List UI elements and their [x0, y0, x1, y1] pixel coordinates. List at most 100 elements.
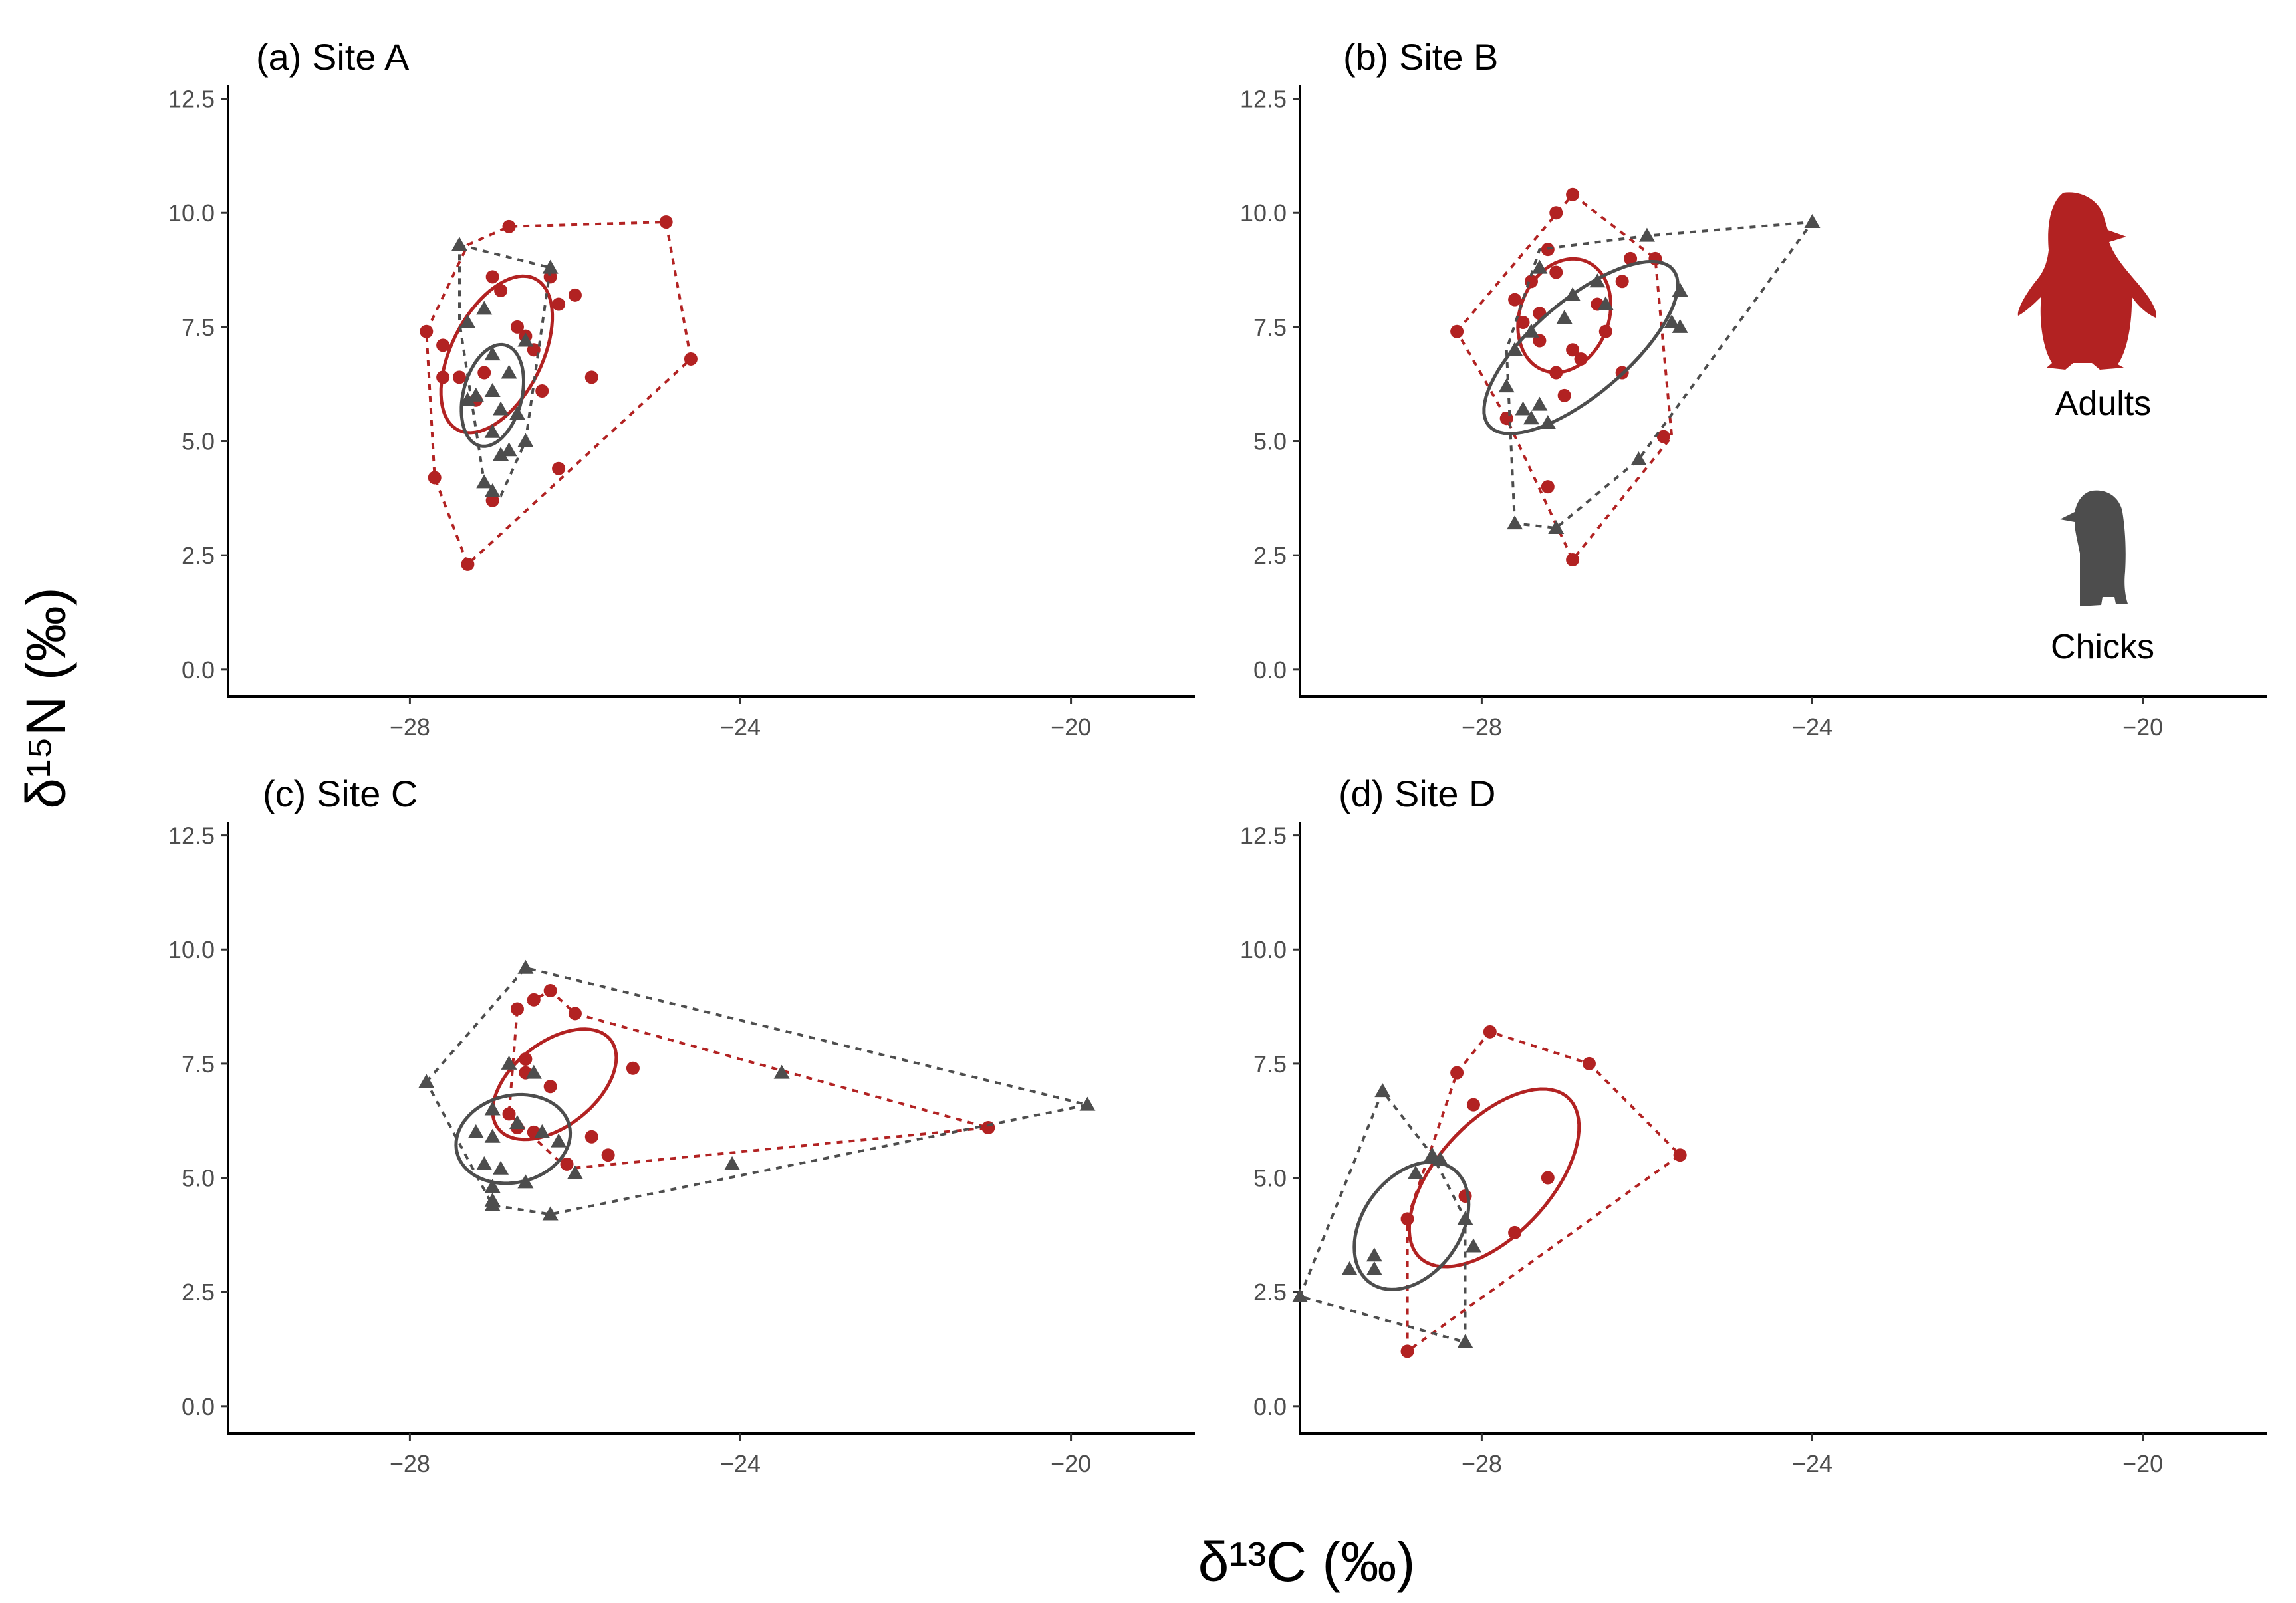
data-point-chicks [551, 1133, 567, 1148]
data-point-adults [477, 366, 491, 380]
data-point-chicks [517, 1174, 534, 1189]
standard-ellipse-chicks [454, 1092, 573, 1185]
data-point-chicks [1589, 273, 1606, 288]
data-point-chicks [1556, 310, 1573, 324]
data-point-adults [560, 1157, 574, 1171]
data-point-chicks [451, 237, 467, 251]
data-point-adults [981, 1121, 995, 1134]
y-tick-label: 0.0 [182, 1393, 215, 1420]
y-tick-label: 5.0 [182, 428, 215, 455]
data-point-chicks [476, 474, 493, 489]
standard-ellipse-adults [1407, 1087, 1581, 1269]
data-point-chicks [476, 1156, 493, 1170]
data-point-chicks [501, 442, 517, 457]
y-tick-label: 12.5 [168, 86, 215, 113]
data-point-adults [1673, 1148, 1687, 1162]
data-point-adults [1541, 480, 1555, 494]
data-point-adults [502, 219, 516, 233]
data-point-chicks [1366, 1247, 1382, 1262]
data-point-adults [1598, 324, 1612, 338]
data-point-adults [543, 984, 557, 998]
data-point-adults [1549, 206, 1563, 220]
data-point-chicks [567, 1165, 583, 1179]
data-point-chicks [1366, 1261, 1382, 1275]
data-point-chicks [1292, 1289, 1308, 1303]
data-point-adults [452, 370, 466, 384]
data-point-adults [1450, 1066, 1464, 1080]
data-point-chicks [501, 364, 517, 379]
data-point-adults [535, 384, 549, 398]
data-point-chicks [493, 447, 509, 461]
data-point-adults [552, 297, 566, 311]
panel-title-d: (d) Site D [1339, 773, 1496, 814]
x-tick-label: −28 [1462, 713, 1502, 741]
data-point-chicks [1630, 451, 1647, 465]
data-point-chicks [525, 1064, 542, 1079]
data-point-adults [502, 1107, 516, 1121]
data-point-adults [1656, 430, 1670, 443]
x-axis-title: δ¹³C (‰) [1198, 1531, 1416, 1593]
data-point-chicks [484, 346, 501, 361]
data-point-chicks [484, 1197, 501, 1211]
data-point-chicks [1672, 318, 1688, 333]
x-tick-label: −28 [390, 713, 430, 741]
data-point-chicks [1507, 342, 1523, 356]
data-point-chicks [1457, 1334, 1473, 1348]
x-tick-label: −28 [1462, 1450, 1502, 1477]
y-tick-label: 12.5 [1240, 86, 1287, 113]
data-point-adults [1450, 324, 1464, 338]
data-point-chicks [467, 1124, 484, 1138]
data-point-adults [1557, 388, 1571, 402]
data-point-chicks [418, 1074, 435, 1088]
data-point-chicks [542, 1206, 559, 1221]
data-point-chicks [509, 406, 525, 420]
x-tick-label: −20 [1051, 1450, 1091, 1477]
y-tick-label: 10.0 [168, 936, 215, 963]
data-point-chicks [476, 301, 493, 315]
data-point-chicks [459, 314, 476, 329]
data-point-chicks [459, 392, 476, 406]
y-tick-label: 7.5 [182, 1050, 215, 1078]
data-point-chicks [1672, 282, 1688, 297]
y-tick-label: 10.0 [168, 199, 215, 227]
data-point-adults [601, 1148, 615, 1162]
data-point-adults [436, 370, 450, 384]
data-point-chicks [1457, 1211, 1473, 1225]
data-point-adults [510, 320, 524, 334]
data-point-chicks [542, 259, 559, 274]
data-point-adults [626, 1061, 640, 1075]
x-tick-label: −28 [390, 1450, 430, 1477]
data-point-chicks [501, 1055, 517, 1070]
data-point-chicks [484, 1101, 501, 1116]
data-point-adults [1466, 1098, 1480, 1112]
data-point-adults [1516, 316, 1530, 330]
data-point-adults [494, 283, 508, 297]
data-point-chicks [484, 1128, 501, 1143]
data-point-adults [1541, 1171, 1555, 1185]
data-point-chicks [517, 433, 534, 447]
data-point-chicks [1407, 1165, 1424, 1179]
data-point-chicks [1465, 1238, 1481, 1253]
data-point-adults [1566, 553, 1580, 567]
data-point-chicks [493, 1160, 509, 1175]
data-point-chicks [517, 959, 534, 974]
data-point-adults [543, 1080, 557, 1094]
data-point-adults [1508, 293, 1522, 307]
y-tick-label: 2.5 [182, 1279, 215, 1306]
x-tick-label: −24 [1792, 1450, 1833, 1477]
data-point-adults [1508, 1225, 1522, 1239]
standard-ellipse-chicks [1482, 259, 1680, 435]
data-point-chicks [1341, 1261, 1358, 1275]
series-chicks [451, 237, 559, 499]
data-point-chicks [1374, 1083, 1391, 1098]
panel-site-b: (b) Site B 0.0 2.5 5.0 7.5 10.0 12.5 −28 −24 −20 [1240, 36, 2267, 741]
panel-title-b: (b) Site B [1343, 36, 1498, 78]
data-point-chicks [1523, 410, 1539, 425]
data-point-chicks [724, 1156, 741, 1170]
data-point-adults [684, 352, 698, 366]
data-point-adults [1549, 366, 1563, 380]
series-adults [491, 984, 995, 1171]
y-tick-label: 12.5 [168, 822, 215, 850]
